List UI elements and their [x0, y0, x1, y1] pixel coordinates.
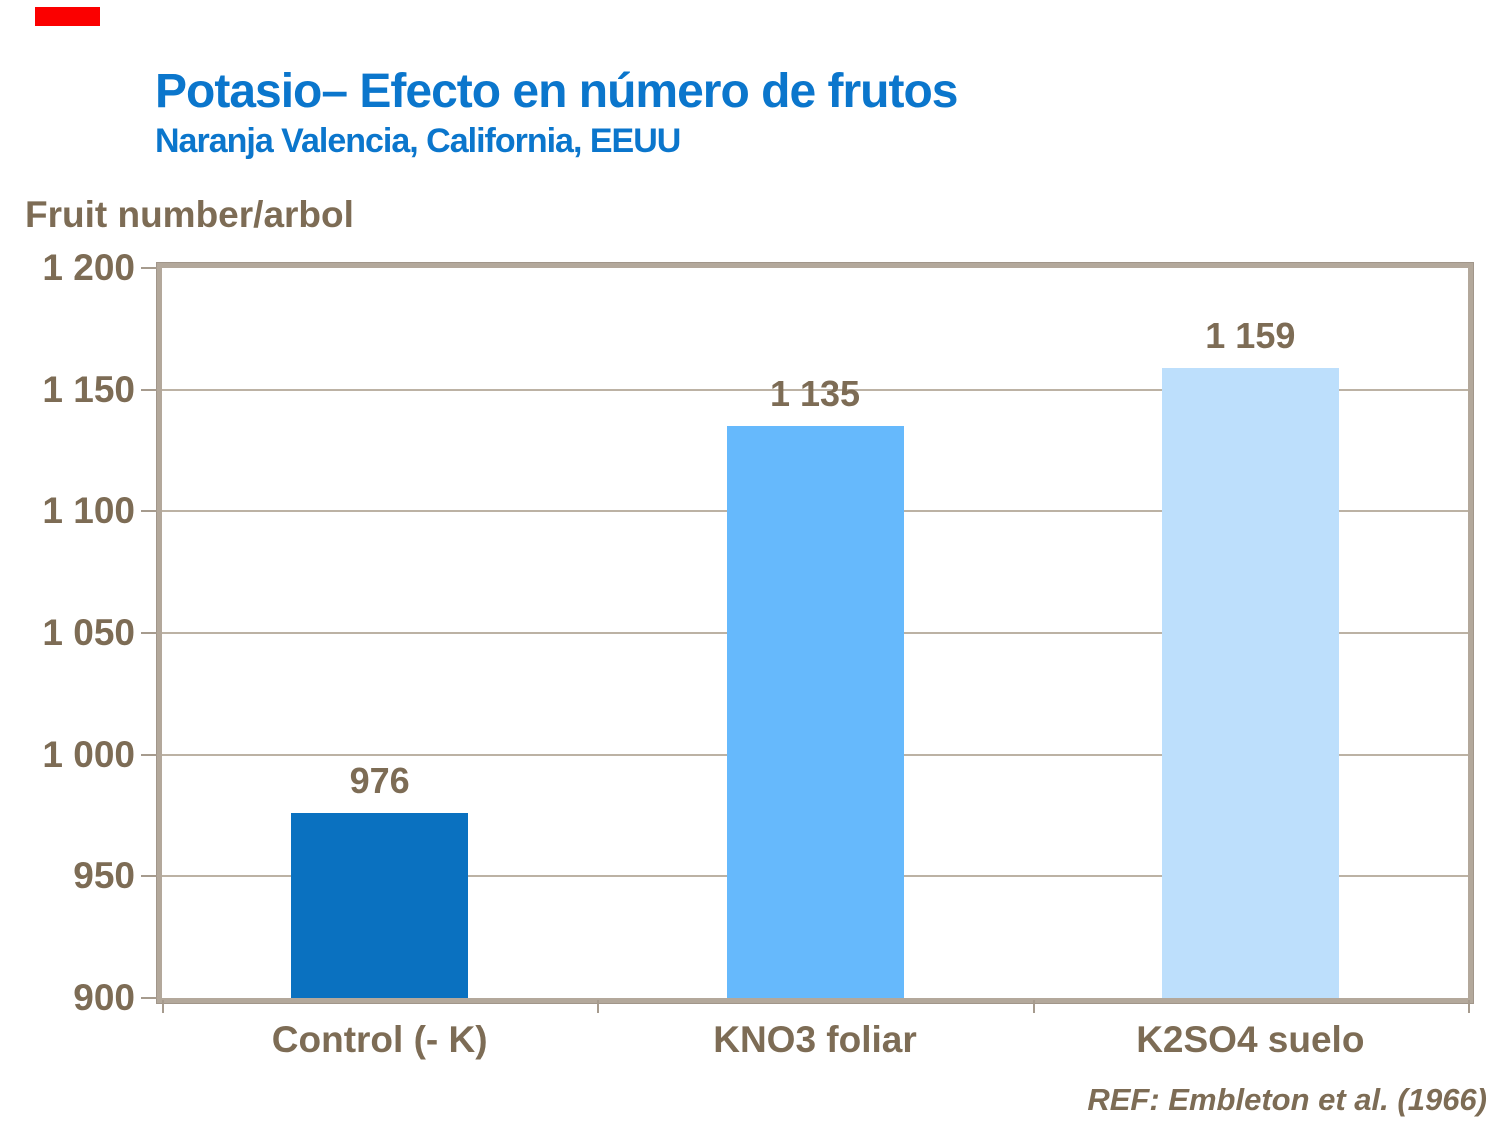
gridline-1150	[162, 388, 1468, 391]
y-tick-1200	[141, 267, 157, 269]
y-tick-1000	[141, 753, 157, 756]
y-tick-1050	[141, 632, 157, 634]
chart-subtitle: Naranja Valencia, California, EEUU	[155, 122, 681, 160]
y-tick-950	[141, 875, 157, 878]
x-axis-tick-0	[162, 1000, 164, 1013]
value-label-control-k: 976	[349, 760, 410, 802]
y-tick-1150	[141, 388, 157, 391]
x-axis-tick-3	[1468, 1000, 1470, 1013]
x-axis-label-k2so4-suelo: K2SO4 suelo	[1136, 1019, 1365, 1060]
value-label-k2so4-suelo: 1 159	[1205, 314, 1296, 356]
y-tick-label-1150: 1 150	[42, 368, 135, 410]
x-axis-tick-2	[1032, 1000, 1035, 1013]
y-axis-title: Fruit number/arbol	[25, 194, 354, 235]
y-tick-label-900: 900	[73, 977, 135, 1018]
x-axis-label-kno3-foliar: KNO3 foliar	[713, 1019, 917, 1060]
x-axis-tick-1	[597, 1000, 600, 1013]
reference-text: REF: Embleton et al. (1966)	[1087, 1082, 1487, 1117]
value-label-kno3-foliar: 1 135	[769, 373, 861, 415]
y-tick-label-1050: 1 050	[42, 612, 135, 653]
bar-control-k	[291, 813, 469, 998]
bar-kno3-foliar	[726, 426, 904, 998]
y-tick-label-1100: 1 100	[42, 490, 135, 532]
y-tick-1100	[141, 510, 157, 513]
bar-k2so4-suelo	[1161, 367, 1339, 998]
chart-title: Potasio– Efecto en número de frutos	[155, 65, 958, 118]
y-tick-900	[141, 997, 157, 999]
x-axis-label-control-k: Control (- K)	[271, 1019, 488, 1060]
y-tick-label-950: 950	[73, 855, 135, 897]
y-tick-label-1200: 1 200	[42, 247, 135, 288]
red-marker	[35, 7, 100, 26]
y-tick-label-1000: 1 000	[42, 733, 135, 775]
